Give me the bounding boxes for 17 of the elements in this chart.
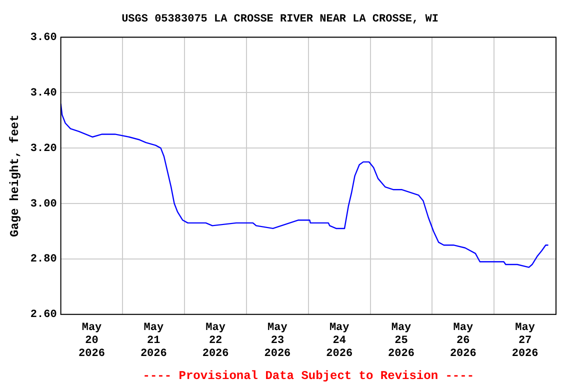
y-tick-label: 3.40 — [30, 87, 57, 100]
y-tick-label: 3.20 — [30, 142, 57, 155]
x-tick-label: May 23 2026 — [264, 322, 291, 360]
y-tick-label: 2.60 — [30, 309, 57, 322]
y-tick-label: 3.60 — [30, 32, 57, 44]
x-tick-label: May 20 2026 — [78, 322, 105, 360]
y-tick-label: 3.00 — [30, 198, 57, 210]
y-tick-label: 2.80 — [30, 254, 57, 266]
x-tick-label: May 21 2026 — [140, 322, 167, 360]
x-tick-label: May 25 2026 — [388, 322, 414, 360]
x-tick-label: May 27 2026 — [512, 322, 538, 360]
chart-title: USGS 05383075 LA CROSSE RIVER NEAR LA CROSSE, WI — [122, 13, 438, 26]
x-tick-label: May 24 2026 — [326, 322, 353, 360]
x-tick-label: May 22 2026 — [202, 322, 229, 360]
text: ---- Provisional Data Subject to Revision ---- — [142, 369, 474, 384]
x-tick-label: May 26 2026 — [450, 322, 476, 360]
y-axis-title: Gage height, feet — [8, 114, 22, 238]
